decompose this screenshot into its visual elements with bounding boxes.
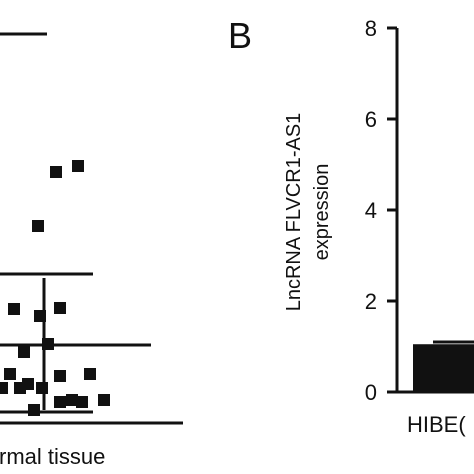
panel-b-bar-chart: B 0 2 4 6 8 LncRNA FLVCR1-AS1 expression HIB… xyxy=(228,15,474,437)
panel-a-point xyxy=(36,382,48,394)
panel-a-point xyxy=(72,160,84,172)
panel-b-y-tick-label: 0 xyxy=(365,380,377,405)
panel-a-point xyxy=(42,338,54,350)
panel-a-point xyxy=(14,382,26,394)
panel-a-point xyxy=(34,310,46,322)
panel-b-category-label: HIBE( xyxy=(407,412,466,437)
panel-b-y-axis-title: LncRNA FLVCR1-AS1 expression xyxy=(283,113,333,312)
panel-b-y-tick-label: 4 xyxy=(365,198,377,223)
panel-a-point xyxy=(98,394,110,406)
panel-a-point xyxy=(54,370,66,382)
panel-a-point xyxy=(50,166,62,178)
panel-a-point xyxy=(0,382,8,394)
panel-a-point xyxy=(4,368,16,380)
panel-a-point xyxy=(28,404,40,416)
panel-b-y-tick-label: 6 xyxy=(365,107,377,132)
panel-a-points xyxy=(0,160,110,416)
panel-b-bar xyxy=(413,344,474,392)
panel-b-ylabel-line1: LncRNA FLVCR1-AS1 xyxy=(283,113,305,312)
panel-a-category-label: rmal tissue xyxy=(0,444,105,469)
panel-a-point xyxy=(8,303,20,315)
panel-a-scatter: rmal tissue xyxy=(0,32,183,469)
panel-a-point xyxy=(76,396,88,408)
panel-a-point xyxy=(54,396,66,408)
panel-a-point xyxy=(32,220,44,232)
panel-a-point xyxy=(84,368,96,380)
panel-a-point xyxy=(54,302,66,314)
panel-b-ylabel-line2: expression xyxy=(311,164,333,261)
panel-b-bars xyxy=(413,340,474,392)
panel-a-point xyxy=(66,394,78,406)
panel-b-y-tick-label: 8 xyxy=(365,16,377,41)
panel-b-y-tick-label: 2 xyxy=(365,289,377,314)
panel-b-y-axis: 0 2 4 6 8 xyxy=(365,16,399,405)
panel-b-label: B xyxy=(228,15,252,56)
panel-a-point xyxy=(18,346,30,358)
